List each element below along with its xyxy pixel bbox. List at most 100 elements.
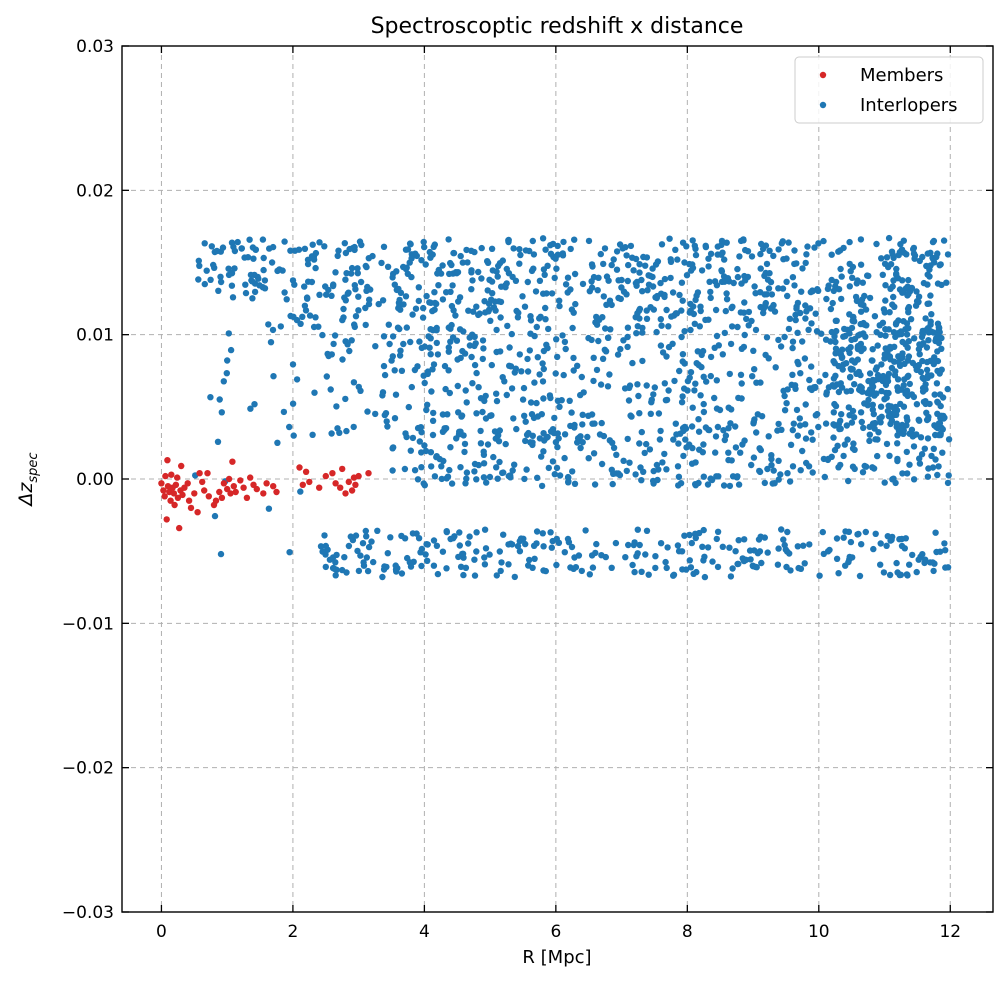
point-interloper: [897, 241, 904, 248]
point-interloper: [796, 415, 803, 422]
point-interloper: [542, 316, 549, 323]
point-interloper: [643, 315, 651, 322]
point-interloper: [881, 260, 889, 267]
point-interloper: [756, 468, 764, 476]
point-interloper: [820, 455, 828, 463]
point-member: [345, 478, 352, 486]
point-interloper: [599, 314, 606, 321]
point-member: [216, 488, 223, 496]
point-interloper: [590, 377, 597, 385]
point-interloper: [936, 262, 943, 269]
point-interloper: [392, 562, 399, 569]
point-interloper: [431, 241, 438, 248]
point-interloper: [571, 421, 578, 429]
point-interloper: [246, 236, 253, 243]
point-interloper: [319, 331, 326, 339]
point-interloper: [434, 570, 442, 578]
point-interloper: [638, 477, 645, 484]
point-interloper: [682, 436, 689, 443]
point-interloper: [799, 265, 806, 272]
point-interloper: [882, 345, 889, 352]
point-interloper: [643, 440, 650, 448]
point-interloper: [802, 315, 809, 322]
point-interloper: [429, 307, 436, 315]
point-interloper: [760, 309, 767, 317]
point-interloper: [750, 347, 757, 354]
point-interloper: [672, 246, 679, 253]
point-interloper: [753, 429, 760, 436]
point-interloper: [934, 357, 942, 365]
point-interloper: [714, 528, 722, 535]
point-interloper: [223, 370, 230, 377]
point-interloper: [505, 238, 512, 246]
point-interloper: [517, 251, 524, 259]
point-interloper: [881, 351, 888, 358]
point-interloper: [332, 559, 339, 566]
point-interloper: [654, 476, 661, 484]
y-tick-label: 0.01: [76, 326, 114, 346]
point-interloper: [392, 391, 400, 398]
point-interloper: [527, 399, 535, 406]
point-interloper: [364, 567, 372, 575]
point-interloper: [883, 542, 890, 549]
point-interloper: [479, 355, 486, 363]
point-interloper: [334, 252, 341, 260]
point-interloper: [802, 302, 809, 309]
point-interloper: [384, 550, 391, 557]
point-interloper: [415, 535, 423, 542]
point-interloper: [516, 246, 523, 253]
point-interloper: [809, 469, 816, 476]
point-interloper: [354, 265, 361, 272]
point-interloper: [944, 479, 952, 487]
point-interloper: [674, 256, 681, 263]
point-interloper: [556, 403, 563, 410]
point-interloper: [551, 414, 558, 422]
point-interloper: [251, 401, 258, 408]
point-interloper: [384, 423, 391, 430]
point-interloper: [924, 300, 931, 307]
point-interloper: [536, 371, 543, 378]
point-interloper: [803, 251, 810, 258]
point-interloper: [332, 269, 339, 276]
point-interloper: [548, 290, 556, 297]
point-interloper: [628, 413, 635, 420]
y-tick-label: 0.02: [76, 181, 114, 201]
point-interloper: [201, 280, 208, 288]
point-interloper: [661, 450, 668, 458]
point-interloper: [621, 385, 629, 392]
point-interloper: [210, 261, 217, 269]
point-interloper: [554, 353, 561, 361]
point-interloper: [521, 412, 528, 419]
point-interloper: [543, 434, 550, 441]
point-interloper: [502, 440, 509, 448]
point-interloper: [250, 255, 257, 262]
point-interloper: [678, 279, 686, 286]
point-interloper: [768, 455, 775, 463]
point-interloper: [471, 342, 478, 350]
point-interloper: [430, 409, 437, 417]
point-interloper: [794, 358, 801, 366]
point-interloper: [687, 369, 695, 376]
point-interloper: [478, 244, 485, 252]
point-interloper: [738, 380, 745, 387]
point-interloper: [857, 236, 865, 243]
point-interloper: [280, 408, 288, 416]
point-interloper: [586, 288, 593, 295]
point-interloper: [473, 303, 480, 310]
point-interloper: [428, 388, 435, 395]
point-interloper: [513, 425, 520, 433]
point-interloper: [713, 377, 720, 384]
point-interloper: [935, 339, 943, 347]
point-interloper: [728, 323, 736, 330]
point-interloper: [260, 254, 267, 262]
point-interloper: [736, 253, 743, 260]
point-interloper: [473, 410, 480, 417]
point-interloper: [732, 444, 740, 451]
point-interloper: [735, 560, 742, 568]
point-interloper: [830, 434, 837, 441]
point-interloper: [935, 324, 942, 331]
point-interloper: [463, 246, 470, 254]
point-interloper: [397, 347, 404, 354]
point-interloper: [487, 317, 494, 324]
point-interloper: [391, 367, 398, 374]
